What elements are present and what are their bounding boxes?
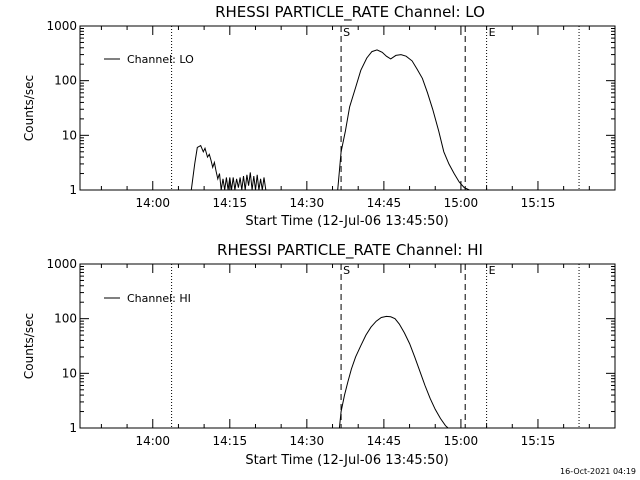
panel-lo: RHESSI PARTICLE_RATE Channel: LO Counts/…: [22, 3, 616, 229]
x-tick-label: 15:15: [521, 196, 556, 210]
x-tick-label: 15:15: [521, 434, 556, 448]
x-axis-label: Start Time (12-Jul-06 13:45:50): [245, 214, 448, 229]
y-axis-label: Counts/sec: [22, 313, 36, 379]
legend-label: Channel: LO: [127, 53, 194, 66]
x-tick-label: 14:30: [290, 196, 325, 210]
y-tick-label: 1000: [46, 19, 77, 33]
plot-frame: [79, 25, 616, 191]
x-tick-label: 14:45: [367, 434, 402, 448]
x-tick-label: 14:15: [213, 196, 248, 210]
y-tick-label: 10: [62, 366, 77, 380]
marker-label: S: [343, 264, 350, 277]
series-line-hi: [338, 315, 449, 429]
y-tick-label: 100: [54, 74, 77, 88]
y-tick-label: 100: [54, 312, 77, 326]
x-tick-label: 14:30: [290, 434, 325, 448]
x-tick-label: 14:00: [135, 196, 170, 210]
y-tick-label: 10: [62, 128, 77, 142]
x-axis-label: Start Time (12-Jul-06 13:45:50): [245, 453, 448, 468]
chart-title: RHESSI PARTICLE_RATE Channel: HI: [217, 241, 483, 260]
legend-label: Channel: HI: [127, 292, 191, 305]
series-line-lo: [190, 49, 475, 191]
y-axis-label: Counts/sec: [22, 75, 36, 141]
y-tick-label: 1: [69, 421, 77, 435]
marker-label: E: [489, 264, 496, 277]
x-tick-label: 15:00: [444, 196, 479, 210]
x-tick-label: 14:15: [213, 434, 248, 448]
plot-frame: [79, 263, 616, 429]
x-tick-label: 14:45: [367, 196, 402, 210]
x-tick-label: 15:00: [444, 434, 479, 448]
x-tick-label: 14:00: [135, 434, 170, 448]
marker-label: E: [489, 26, 496, 39]
y-tick-label: 1: [69, 183, 77, 197]
panel-hi: RHESSI PARTICLE_RATE Channel: HI Counts/…: [22, 241, 616, 468]
marker-label: S: [343, 26, 350, 39]
chart-title: RHESSI PARTICLE_RATE Channel: LO: [215, 3, 485, 22]
y-tick-label: 1000: [46, 257, 77, 271]
footer-timestamp: 16-Oct-2021 04:19: [560, 467, 636, 476]
